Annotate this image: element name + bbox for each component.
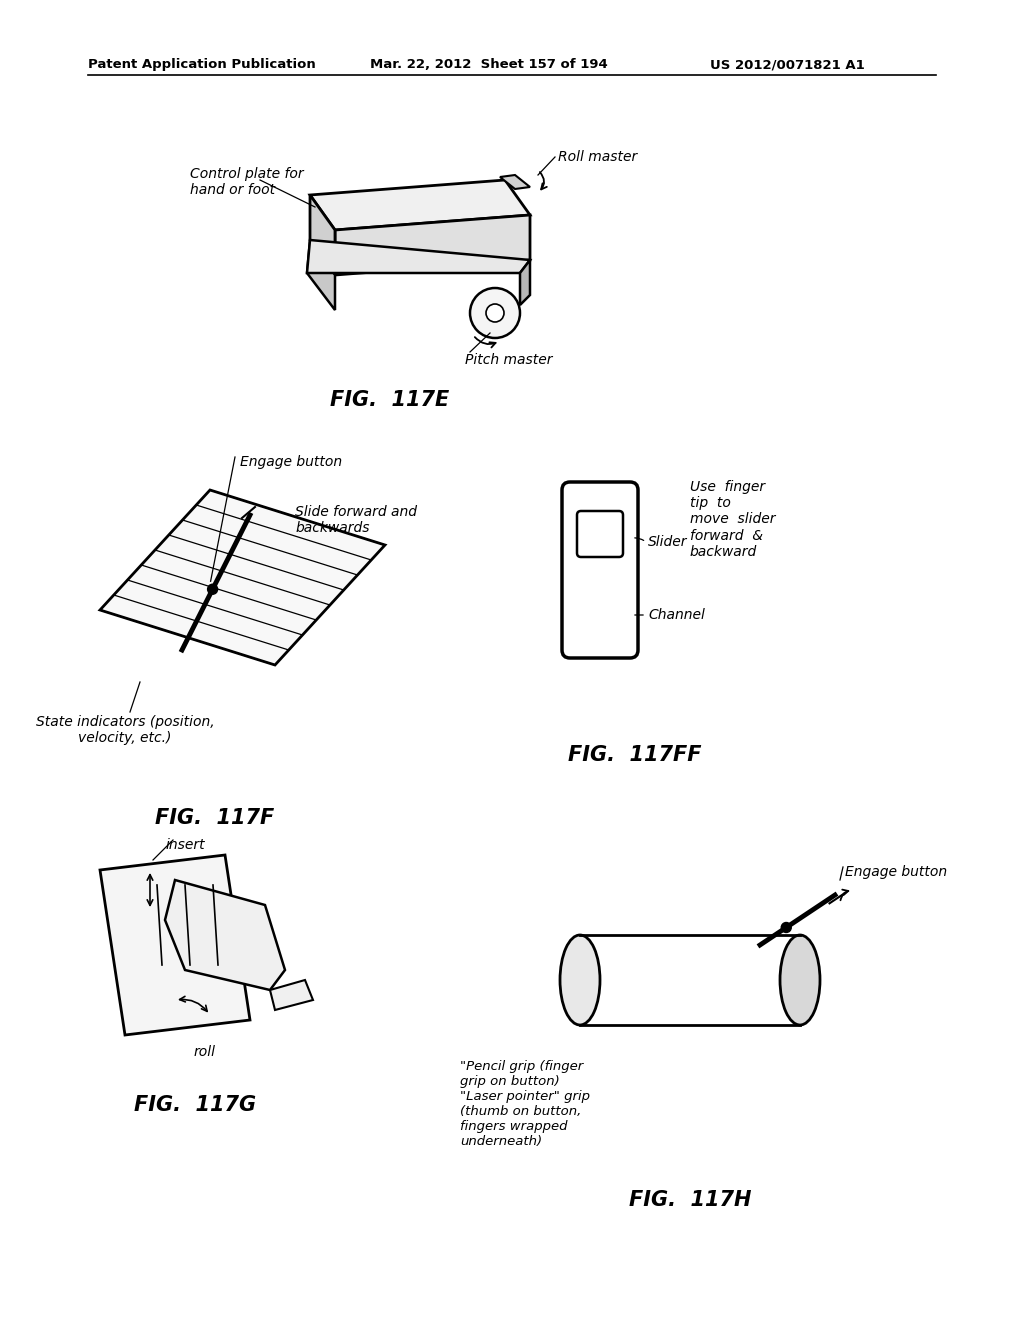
- Text: FIG.  117F: FIG. 117F: [156, 808, 274, 828]
- Text: Patent Application Publication: Patent Application Publication: [88, 58, 315, 71]
- Circle shape: [486, 304, 504, 322]
- Polygon shape: [310, 195, 335, 275]
- Text: Roll master: Roll master: [558, 150, 637, 164]
- Text: roll: roll: [194, 1045, 216, 1059]
- Polygon shape: [100, 855, 250, 1035]
- Ellipse shape: [780, 935, 820, 1026]
- Polygon shape: [307, 240, 530, 273]
- Text: Use  finger
tip  to
move  slider
forward  &
backward: Use finger tip to move slider forward & …: [690, 480, 775, 558]
- Circle shape: [470, 288, 520, 338]
- Text: FIG.  117E: FIG. 117E: [331, 389, 450, 411]
- FancyArrowPatch shape: [540, 172, 547, 189]
- Text: "Pencil grip (finger
grip on button)
"Laser pointer" grip
(thumb on button,
fing: "Pencil grip (finger grip on button) "La…: [460, 1060, 590, 1148]
- Polygon shape: [100, 490, 385, 665]
- FancyArrowPatch shape: [475, 337, 496, 347]
- Text: Mar. 22, 2012  Sheet 157 of 194: Mar. 22, 2012 Sheet 157 of 194: [370, 58, 608, 71]
- Polygon shape: [270, 979, 313, 1010]
- Polygon shape: [500, 176, 530, 189]
- Text: Engage button: Engage button: [845, 865, 947, 879]
- Text: Slide forward and
backwards: Slide forward and backwards: [295, 506, 417, 535]
- Text: insert: insert: [165, 838, 205, 851]
- Text: FIG.  117H: FIG. 117H: [629, 1191, 752, 1210]
- Text: Channel: Channel: [648, 609, 705, 622]
- Ellipse shape: [560, 935, 600, 1026]
- FancyBboxPatch shape: [577, 511, 623, 557]
- Circle shape: [781, 923, 792, 932]
- Polygon shape: [165, 880, 285, 990]
- Text: FIG.  117G: FIG. 117G: [134, 1096, 256, 1115]
- FancyArrowPatch shape: [841, 890, 848, 900]
- Polygon shape: [310, 180, 530, 230]
- Text: State indicators (position,
velocity, etc.): State indicators (position, velocity, et…: [36, 715, 214, 746]
- Text: Pitch master: Pitch master: [465, 352, 553, 367]
- Polygon shape: [520, 260, 530, 305]
- Text: Slider: Slider: [648, 535, 687, 549]
- Text: FIG.  117FF: FIG. 117FF: [568, 744, 701, 766]
- Text: Engage button: Engage button: [240, 455, 342, 469]
- Text: US 2012/0071821 A1: US 2012/0071821 A1: [710, 58, 864, 71]
- Circle shape: [208, 585, 217, 594]
- Polygon shape: [307, 240, 335, 310]
- Text: Control plate for
hand or foot: Control plate for hand or foot: [190, 168, 304, 197]
- Polygon shape: [335, 215, 530, 275]
- FancyBboxPatch shape: [562, 482, 638, 657]
- Bar: [580, 935, 800, 1026]
